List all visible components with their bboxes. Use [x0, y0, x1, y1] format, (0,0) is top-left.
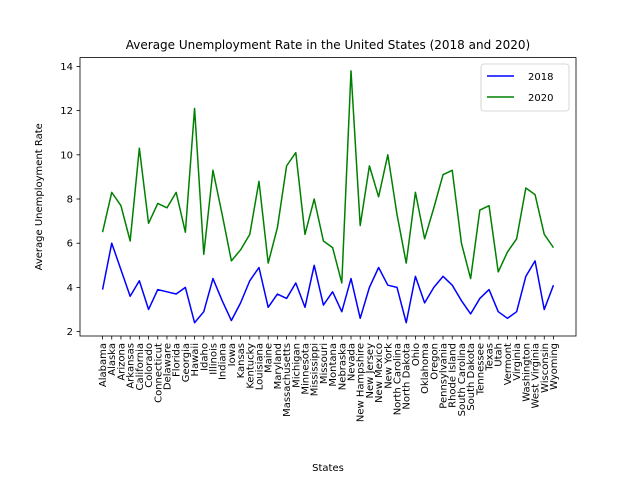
x-tick-label: Kentucky	[245, 343, 256, 389]
y-tick-label: 8	[67, 195, 73, 206]
x-tick-label: Michigan	[291, 343, 302, 388]
x-tick-label: North Dakota	[402, 343, 413, 410]
legend-label-2018: 2018	[528, 72, 553, 83]
x-tick-label: Oregon	[429, 343, 440, 380]
y-tick-label: 14	[60, 62, 73, 73]
x-tick-label: Utah	[494, 343, 505, 367]
y-axis-title: Average Unemployment Rate	[34, 123, 45, 270]
x-tick-label: Virginia	[512, 343, 523, 381]
x-tick-label: Alaska	[107, 343, 118, 376]
x-tick-label: Delaware	[162, 343, 173, 390]
series-line-2018	[101, 242, 555, 324]
x-tick-label: Tennessee	[475, 343, 486, 396]
x-tick-label: Vermont	[503, 343, 514, 385]
x-tick-label: Maine	[264, 343, 275, 373]
series-line-2020	[101, 70, 555, 284]
x-tick-label: Connecticut	[153, 343, 164, 403]
plot-area	[101, 70, 555, 324]
x-tick-label: Nevada	[347, 343, 358, 381]
x-axis-title: States	[312, 463, 344, 474]
legend: 2018 2020	[480, 63, 570, 112]
x-tick-label: South Dakota	[466, 343, 477, 411]
x-tick-label: Missouri	[319, 343, 330, 384]
x-tick-label: Pennsylvania	[439, 343, 450, 409]
x-tick-label: Hawaii	[190, 343, 201, 377]
x-tick-label: Washington	[521, 343, 532, 402]
y-tick-label: 10	[60, 150, 73, 161]
x-tick-label: Louisiana	[254, 343, 265, 390]
y-tick-label: 2	[67, 327, 73, 338]
x-tick-label: California	[135, 343, 146, 391]
y-tick-label: 4	[67, 283, 73, 294]
x-tick-label: New Mexico	[374, 343, 385, 403]
plot-frame	[79, 57, 577, 337]
x-tick-label: Illinois	[208, 343, 219, 375]
x-tick-label: Wyoming	[549, 343, 560, 390]
chart-title: Average Unemployment Rate in the United …	[126, 38, 530, 52]
x-tick-label: New Hampshire	[356, 343, 367, 422]
x-tick-label: Arkansas	[126, 343, 137, 389]
x-tick-label: New Jersey	[365, 343, 376, 399]
y-tick-label: 6	[67, 239, 73, 250]
x-tick-label: Kansas	[236, 343, 247, 378]
x-tick-label: Colorado	[144, 343, 155, 388]
x-tick-label: Indiana	[218, 343, 229, 380]
x-tick-label: Rhode Island	[448, 343, 459, 408]
legend-box	[480, 63, 570, 112]
axes: 2 4 6 8 10 12 14 AlabamaAlaskaArizonaArkansasCa…	[60, 57, 577, 422]
legend-label-2020: 2020	[528, 93, 553, 104]
x-tick-label: Montana	[328, 343, 339, 387]
x-tick-label: Arizona	[116, 343, 127, 381]
x-tick-label: Mississippi	[310, 343, 321, 396]
x-tick-label: Iowa	[227, 343, 238, 366]
x-tick-label: Florida	[172, 343, 183, 377]
x-tick-label: Wisconsin	[540, 343, 551, 393]
x-tick-label: New York	[383, 343, 394, 389]
x-tick-label: Maryland	[273, 343, 284, 389]
x-tick-label: North Carolina	[393, 343, 404, 415]
x-tick-label: Georgia	[181, 343, 192, 382]
x-tick-label: Nebraska	[337, 343, 348, 390]
x-tick-label: West Virginia	[531, 343, 542, 408]
x-tick-label: Massachusetts	[282, 343, 293, 417]
x-tick-label: Texas	[485, 343, 496, 372]
x-tick-label: South Carolina	[457, 343, 468, 416]
x-tick-label: Minnesota	[300, 343, 311, 395]
x-tick-label: Ohio	[411, 343, 422, 366]
y-tick-label: 12	[60, 106, 73, 117]
x-tick-label: Alabama	[98, 343, 109, 387]
x-tick-label: Oklahoma	[420, 343, 431, 394]
x-tick-label: Idaho	[199, 343, 210, 371]
